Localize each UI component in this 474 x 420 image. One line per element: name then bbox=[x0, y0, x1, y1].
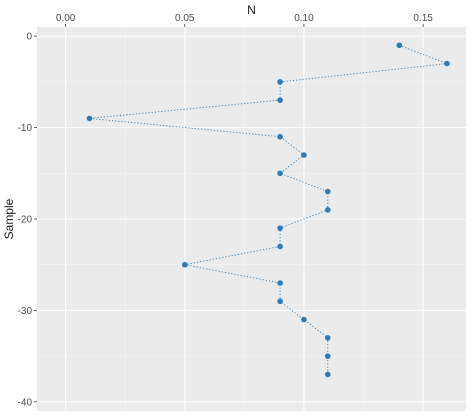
y-tick-label: -30 bbox=[18, 306, 33, 317]
y-tick-label: -10 bbox=[18, 123, 33, 134]
x-tick-label: 0.05 bbox=[175, 13, 195, 24]
y-tick-label: 0 bbox=[26, 32, 32, 43]
series-points bbox=[86, 42, 450, 378]
x-tick-label: 0.10 bbox=[294, 13, 314, 24]
data-point bbox=[277, 298, 283, 305]
data-point bbox=[277, 225, 283, 231]
data-point bbox=[324, 335, 331, 341]
data-point bbox=[277, 133, 283, 140]
x-axis-ticks: 0.00 0.05 0.10 0.15 bbox=[56, 13, 433, 27]
data-point bbox=[277, 280, 283, 286]
data-point bbox=[396, 42, 403, 49]
y-tick-label: -40 bbox=[18, 397, 33, 408]
data-point bbox=[324, 188, 331, 195]
x-tick-label: 0.00 bbox=[56, 13, 76, 24]
data-point bbox=[277, 170, 283, 177]
data-point bbox=[277, 243, 283, 250]
data-point bbox=[444, 60, 450, 67]
data-point bbox=[277, 97, 283, 103]
y-axis-ticks: 0 -10 -20 -30 -40 bbox=[18, 32, 37, 408]
x-axis-title: N bbox=[247, 3, 256, 17]
x-tick-label: 0.15 bbox=[413, 13, 433, 24]
data-point bbox=[181, 261, 188, 268]
data-point bbox=[86, 115, 93, 122]
data-point bbox=[301, 152, 307, 158]
data-point bbox=[277, 79, 283, 85]
y-axis-title: Sample bbox=[2, 198, 16, 239]
data-point bbox=[324, 371, 331, 378]
data-point bbox=[324, 353, 331, 359]
data-point bbox=[324, 207, 331, 213]
y-tick-label: -20 bbox=[18, 215, 33, 226]
data-point bbox=[301, 316, 307, 323]
